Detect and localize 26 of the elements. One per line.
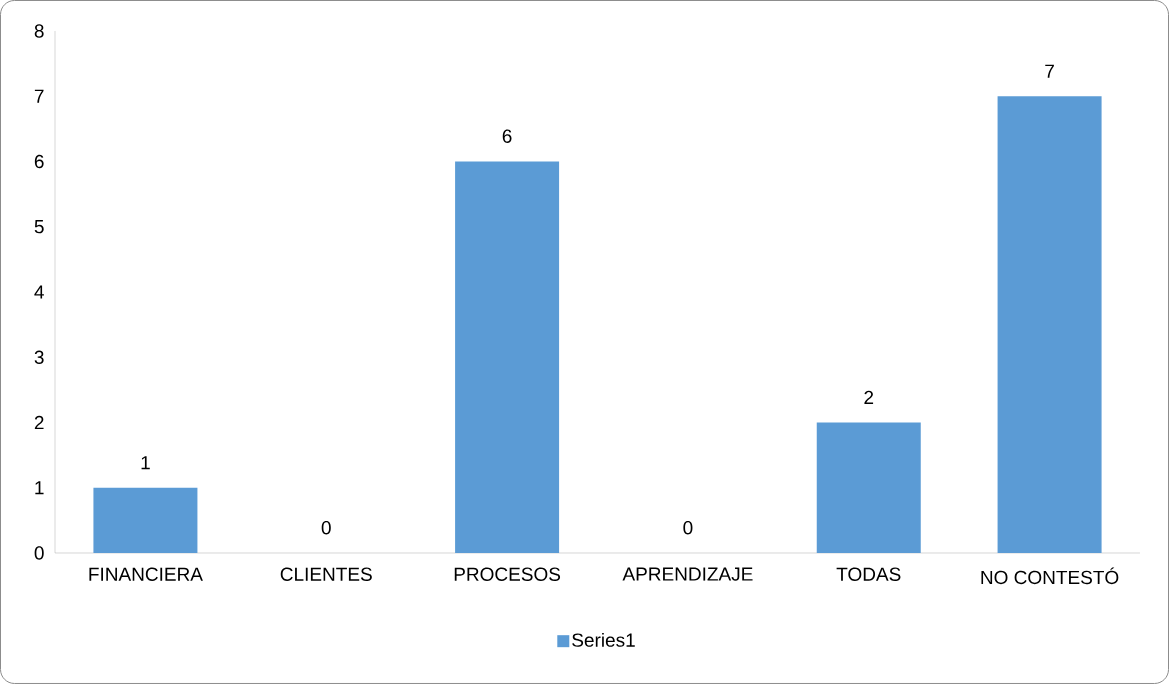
bar bbox=[93, 487, 198, 553]
x-tick-label: FINANCIERA bbox=[89, 567, 203, 581]
y-tick-label: 1 bbox=[35, 481, 44, 495]
y-tick-label: 0 bbox=[34, 546, 44, 560]
y-tick-label: 5 bbox=[34, 220, 44, 234]
data-label: 7 bbox=[1045, 64, 1054, 78]
bar bbox=[816, 422, 921, 553]
bar bbox=[455, 161, 560, 553]
y-tick-label: 7 bbox=[34, 89, 44, 103]
y-tick-label: 6 bbox=[34, 154, 44, 169]
data-label: 6 bbox=[502, 129, 512, 143]
data-label: 0 bbox=[683, 521, 693, 535]
data-label: 1 bbox=[141, 456, 150, 470]
y-tick-label: 8 bbox=[34, 24, 44, 38]
x-tick-label: NO CONTESTÓ bbox=[981, 567, 1119, 585]
x-tick-label: PROCESOS bbox=[454, 567, 561, 581]
data-label: 2 bbox=[864, 390, 874, 404]
legend-label: Series1 bbox=[572, 632, 635, 647]
x-tick-label: CLIENTES bbox=[280, 567, 372, 581]
x-tick-label: TODAS bbox=[836, 567, 901, 581]
bar bbox=[997, 96, 1102, 553]
y-tick-label: 4 bbox=[34, 285, 44, 299]
x-tick-label: APRENDIZAJE bbox=[622, 567, 753, 581]
y-tick-label: 2 bbox=[34, 415, 44, 430]
data-label: 0 bbox=[321, 521, 331, 535]
y-tick-label: 3 bbox=[34, 350, 44, 364]
